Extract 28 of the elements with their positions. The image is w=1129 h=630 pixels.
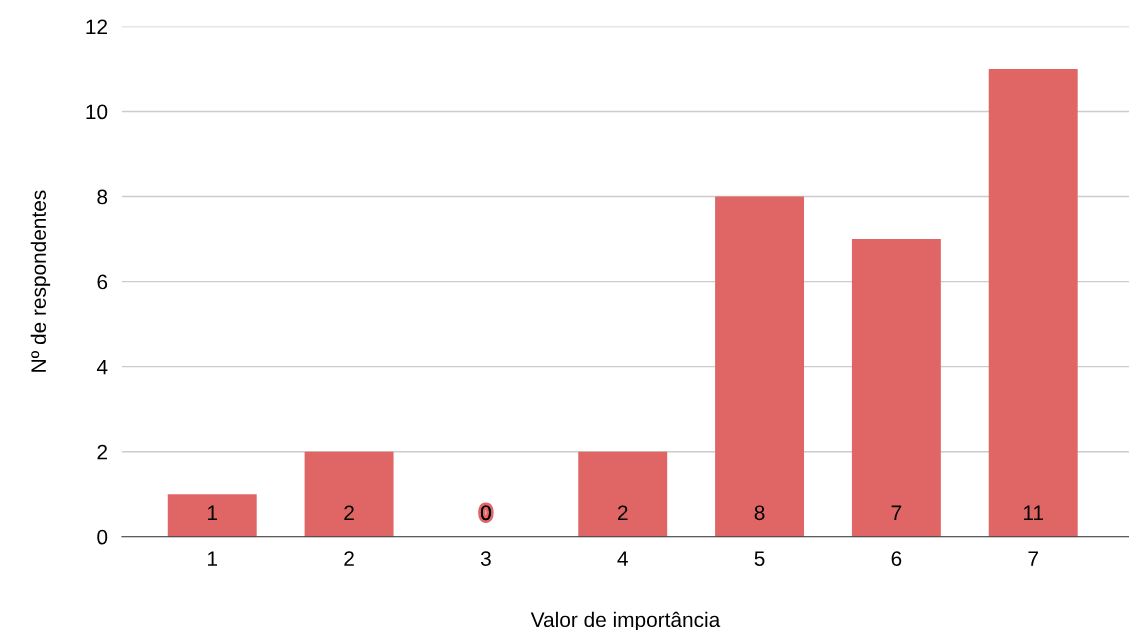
y-axis-title: Nº de respondentes [30,190,51,372]
y-tick-label: 4 [96,359,108,375]
y-tick-label: 12 [86,19,107,35]
data-label: 7 [891,505,902,520]
y-tick-label: 6 [97,274,108,290]
y-tick-label: 8 [97,189,108,205]
data-label: 2 [617,505,628,520]
bar [167,494,257,537]
bar [715,196,805,537]
bar [578,451,668,537]
x-tick-label: 5 [754,551,765,566]
y-tick-label: 2 [97,444,107,460]
x-tick-label: 6 [891,551,902,566]
data-label: 8 [754,505,765,521]
bar [988,68,1078,537]
x-tick-label: 4 [617,551,628,566]
bar [304,451,394,537]
y-tick-label: 10 [86,104,108,120]
x-tick-label: 2 [344,551,354,566]
data-label: 11 [1023,505,1044,520]
x-tick-label: 1 [208,551,218,566]
x-tick-label: 3 [480,551,491,566]
data-label: 0 [480,505,491,521]
data-label: 2 [344,505,354,520]
y-tick-label: 0 [97,529,108,545]
data-label: 1 [208,505,218,520]
x-tick-label: 7 [1028,551,1038,566]
bar [851,239,941,537]
